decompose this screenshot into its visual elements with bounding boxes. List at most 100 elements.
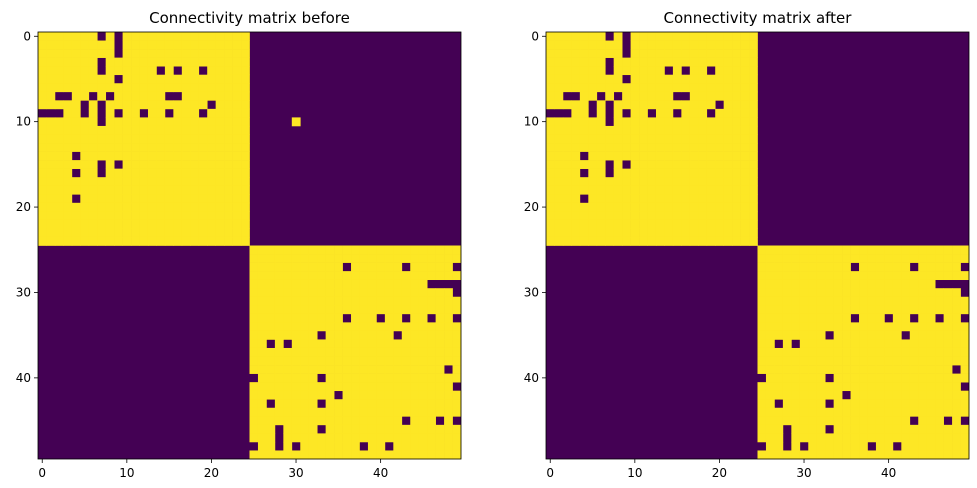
heatmap-cell <box>164 185 174 195</box>
y-tick-label: 30 <box>524 285 539 299</box>
heatmap-cell <box>80 117 90 127</box>
heatmap-cell <box>257 365 267 374</box>
heatmap-cell <box>664 108 674 118</box>
heatmap-cell <box>139 219 149 229</box>
heatmap-cell <box>579 177 589 187</box>
heatmap-cell <box>249 450 259 460</box>
heatmap-cell <box>875 296 885 306</box>
heatmap-cell <box>393 279 403 289</box>
heatmap-cell <box>672 185 682 195</box>
heatmap-cell <box>825 390 834 400</box>
heatmap-cell <box>732 168 741 178</box>
heatmap-cell <box>909 254 919 263</box>
heatmap-cell <box>808 262 818 272</box>
heatmap-cell <box>943 441 953 451</box>
heatmap-cell <box>833 322 843 332</box>
heatmap-cell <box>943 330 953 340</box>
heatmap-cell <box>224 143 233 152</box>
heatmap-cell <box>664 194 674 204</box>
heatmap-cell <box>579 32 589 41</box>
heatmap-cell <box>613 108 623 118</box>
heatmap-cell <box>266 433 276 443</box>
heatmap-cell <box>757 254 767 263</box>
heatmap-cell <box>401 365 411 374</box>
heatmap-cell <box>723 125 733 135</box>
heatmap-cell <box>139 228 149 238</box>
heatmap-cell <box>757 339 767 349</box>
heatmap-cell <box>689 66 699 76</box>
heatmap-cell <box>173 194 183 204</box>
heatmap-cell <box>401 441 411 451</box>
heatmap-cell <box>198 32 208 41</box>
heatmap-cell <box>291 399 301 409</box>
heatmap-cell <box>749 57 758 67</box>
heatmap-cell <box>410 296 420 306</box>
heatmap-cell <box>435 271 445 281</box>
heatmap-cell <box>630 134 640 144</box>
heatmap-cell <box>926 373 936 383</box>
heatmap-cell <box>325 433 335 443</box>
heatmap-cell <box>867 416 877 426</box>
heatmap-cell <box>274 296 284 306</box>
heatmap-cell <box>274 271 284 281</box>
heatmap-cell <box>850 382 860 392</box>
heatmap-cell <box>842 279 851 289</box>
heatmap-cell <box>765 433 775 443</box>
heatmap-cell <box>816 305 826 315</box>
heatmap-cell <box>38 57 47 67</box>
heatmap-cell <box>367 416 377 426</box>
heatmap-cell <box>105 151 115 161</box>
heatmap-cell <box>808 305 818 315</box>
heatmap-cell <box>816 399 826 409</box>
heatmap-cell <box>782 347 792 357</box>
heatmap-cell <box>892 382 902 392</box>
heatmap-cell <box>859 347 868 357</box>
heatmap-cell <box>655 117 665 127</box>
heatmap-cell <box>190 49 200 58</box>
heatmap-cell <box>689 202 699 212</box>
heatmap-cell <box>715 236 725 246</box>
heatmap-cell <box>114 202 123 212</box>
heatmap-cell <box>300 407 310 417</box>
heatmap-cell <box>334 347 343 357</box>
heatmap-cell <box>639 143 648 152</box>
heatmap-cell <box>706 185 716 195</box>
heatmap-cell <box>359 279 369 289</box>
heatmap-cell <box>291 373 301 383</box>
heatmap-cell <box>105 83 115 93</box>
heatmap-cell <box>198 228 208 238</box>
heatmap-cell <box>351 339 360 349</box>
heatmap-cell <box>266 416 276 426</box>
heatmap-cell <box>842 356 851 366</box>
heatmap-cell <box>639 236 648 246</box>
heatmap-cell <box>215 202 225 212</box>
heatmap-cell <box>715 125 725 135</box>
heatmap-cell <box>173 40 183 50</box>
heatmap-cell <box>546 83 555 93</box>
heatmap-cell <box>249 339 259 349</box>
heatmap-cell <box>54 168 64 178</box>
heatmap-cell <box>884 382 894 392</box>
heatmap-cell <box>241 74 250 84</box>
heatmap-cell <box>334 416 343 426</box>
heatmap-cell <box>935 390 944 400</box>
heatmap-cell <box>749 219 758 229</box>
heatmap-cell <box>943 365 953 374</box>
heatmap-cell <box>765 390 775 400</box>
heatmap-cell <box>816 339 826 349</box>
y-tick-label: 0 <box>531 29 539 43</box>
heatmap-cell <box>308 279 318 289</box>
heatmap-cell <box>173 143 183 152</box>
heatmap-cell <box>842 339 851 349</box>
heatmap-cell <box>376 382 386 392</box>
heatmap-cell <box>639 108 648 118</box>
heatmap-cell <box>613 194 623 204</box>
heatmap-cell <box>207 49 217 58</box>
heatmap-cell <box>892 313 902 323</box>
heatmap-cell <box>952 262 961 272</box>
heatmap-cell <box>732 32 741 41</box>
heatmap-cell <box>546 66 555 76</box>
heatmap-cell <box>325 356 335 366</box>
heatmap-cell <box>435 399 445 409</box>
heatmap-cell <box>367 305 377 315</box>
